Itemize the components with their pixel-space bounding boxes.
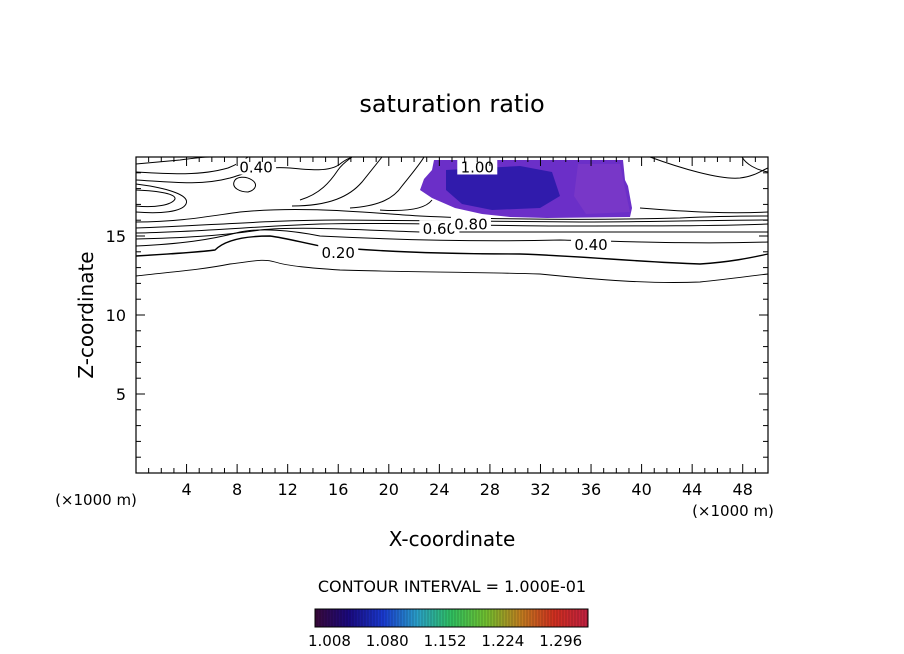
contour-line [135, 183, 187, 214]
x-tick-label: 40 [631, 480, 651, 499]
x-tick-label: 20 [379, 480, 399, 499]
contour-line [135, 156, 211, 165]
x-tick-label: 16 [328, 480, 348, 499]
contour-label: 0.40 [236, 158, 277, 176]
contour-label-text: 0.60 [423, 220, 456, 238]
contour-line [233, 176, 256, 193]
x-tick-label: 24 [429, 480, 449, 499]
x-tick-label: 36 [581, 480, 601, 499]
contour-labels: 0.40 1.00 0.600.80 0.40 0.20 [236, 158, 612, 262]
contour-label: 0.60 [419, 220, 460, 238]
contour-line [649, 156, 769, 179]
x-axis-label: X-coordinate [389, 527, 516, 551]
colorbar-label: 1.008 [308, 632, 351, 650]
x-tick-label: 28 [480, 480, 500, 499]
supersaturation-region [420, 160, 632, 218]
y-tick-label: 10 [106, 306, 126, 325]
x-tick-label: 12 [278, 480, 298, 499]
colorbar-labels: 1.008 1.080 1.152 1.224 1.296 [308, 632, 582, 650]
x-tick-label: 4 [181, 480, 191, 499]
contour-label: 1.00 [457, 158, 498, 176]
x-tick-label: 32 [530, 480, 550, 499]
y-axis-ticks: 5 10 15 [106, 172, 768, 458]
colorbar-stripes [316, 609, 588, 627]
contour-label-bg [450, 215, 491, 232]
contour-label-text: 0.40 [574, 236, 607, 254]
contour-label-text: 0.80 [454, 215, 487, 233]
x-tick-label: 8 [232, 480, 242, 499]
colorbar-label: 1.296 [539, 632, 582, 650]
x-tick-label: 48 [733, 480, 753, 499]
colorbar-label: 1.152 [424, 632, 467, 650]
contour-label-text: 0.20 [322, 244, 355, 262]
y-tick-label: 5 [116, 385, 126, 404]
contour-label: 0.20 [318, 243, 359, 262]
colorbar-frame [314, 608, 589, 628]
y-tick-label: 15 [106, 227, 126, 246]
contour-label-text: 1.00 [461, 158, 494, 176]
plot-area: 0.40 1.000.600.800.400.20 4 8 12 16 20 24 28 32 3… [106, 156, 769, 499]
contour-line [299, 156, 353, 201]
contour-label-bg [419, 220, 460, 237]
contour-label: 0.40 [571, 235, 612, 254]
supersaturation-core [446, 166, 560, 210]
colorbar-label: 1.224 [481, 632, 524, 650]
contour-label-bg [457, 158, 498, 175]
contour-label-bg [318, 243, 359, 260]
contour-line [135, 229, 769, 247]
x-unit-left: (×1000 m) [55, 491, 137, 509]
contour-line [291, 156, 383, 207]
chart-title: saturation ratio [359, 90, 544, 118]
colorbar-label: 1.080 [366, 632, 409, 650]
contour-label-bg [236, 158, 277, 175]
contour-label-bg [571, 235, 612, 252]
colorbar: 1.008 1.080 1.152 1.224 1.296 [308, 608, 589, 650]
contour-line [135, 259, 769, 283]
y-axis-label: Z-coordinate [74, 251, 98, 378]
x-axis-ticks: 4 8 12 16 20 24 28 32 36 40 44 48 [148, 157, 756, 499]
contour-label-text: 0.40 [239, 158, 272, 176]
contour-line [135, 208, 769, 223]
contour-line [379, 199, 433, 211]
supersaturation-edge [574, 164, 630, 214]
contour-line [135, 235, 769, 265]
colorbar-fill [315, 609, 588, 627]
contour-label: 0.80 [450, 215, 491, 233]
contour-line [135, 156, 353, 184]
x-tick-label: 44 [682, 480, 702, 499]
contour-line [135, 189, 176, 208]
x-unit-right: (×1000 m) [692, 502, 774, 520]
contour-line [639, 207, 769, 214]
contour-line [349, 156, 425, 209]
contour-interval-note: CONTOUR INTERVAL = 1.000E-01 [318, 577, 586, 596]
